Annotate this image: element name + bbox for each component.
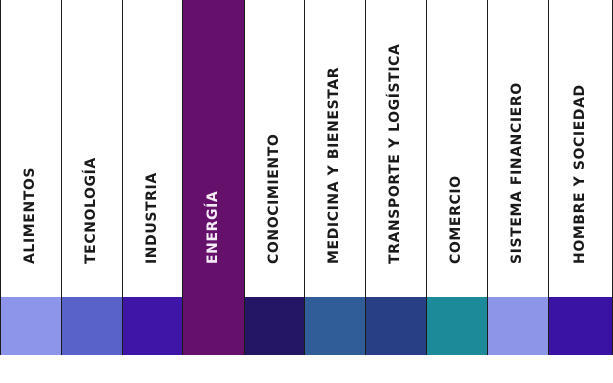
tab-label: CONOCIMIENTO (265, 133, 282, 264)
color-swatch (305, 297, 365, 355)
tab-label: INDUSTRIA (143, 172, 160, 264)
color-swatch (366, 297, 426, 355)
tab-label: HOMBRE Y SOCIEDAD (571, 84, 588, 264)
color-swatch (427, 297, 487, 355)
color-swatch (123, 297, 182, 355)
tab-comercio[interactable]: COMERCIO (426, 0, 487, 355)
tab-energia[interactable]: ENERGÍA (182, 0, 244, 355)
color-swatch (245, 297, 304, 355)
color-swatch (549, 297, 612, 355)
tab-label: ENERGÍA (204, 190, 221, 264)
tab-label: ALIMENTOS (22, 166, 38, 264)
color-swatch (62, 297, 122, 355)
tab-conocimiento[interactable]: CONOCIMIENTO (244, 0, 304, 355)
tab-label: TECNOLOGÍA (83, 157, 99, 264)
tab-label: TRANSPORTE Y LOGÍSTICA (387, 43, 403, 264)
tab-industria[interactable]: INDUSTRIA (122, 0, 182, 355)
tab-label: COMERCIO (448, 175, 464, 264)
tab-alimentos[interactable]: ALIMENTOS (0, 0, 61, 355)
color-swatch (1, 297, 61, 355)
color-swatch (488, 297, 548, 355)
tab-label: MEDICINA Y BIENESTAR (326, 66, 342, 264)
tab-transporte-y-logistica[interactable]: TRANSPORTE Y LOGÍSTICA (365, 0, 426, 355)
tab-sistema-financiero[interactable]: SISTEMA FINANCIERO (487, 0, 548, 355)
tab-hombre-y-sociedad[interactable]: HOMBRE Y SOCIEDAD (548, 0, 613, 355)
color-swatch (183, 297, 244, 355)
category-tabs: ALIMENTOS TECNOLOGÍA INDUSTRIA ENERGÍA C… (0, 0, 613, 355)
tab-tecnologia[interactable]: TECNOLOGÍA (61, 0, 122, 355)
tab-medicina-y-bienestar[interactable]: MEDICINA Y BIENESTAR (304, 0, 365, 355)
tab-label: SISTEMA FINANCIERO (509, 82, 525, 264)
